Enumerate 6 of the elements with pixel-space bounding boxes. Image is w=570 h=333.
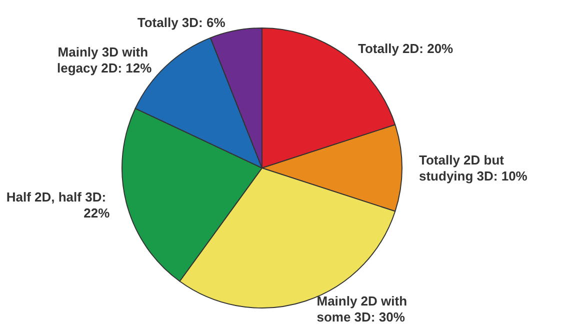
slice-label: Mainly 3D with legacy 2D: 12% — [57, 44, 152, 76]
slice-label: Mainly 2D with some 3D: 30% — [316, 293, 411, 324]
slice-label: Totally 2D but studying 3D: 10% — [419, 152, 528, 184]
slice-label: Totally 2D: 20% — [358, 40, 454, 56]
slice-label: Totally 3D: 6% — [137, 15, 226, 30]
slice-label: Half 2D, half 3D: 22% — [6, 189, 110, 220]
